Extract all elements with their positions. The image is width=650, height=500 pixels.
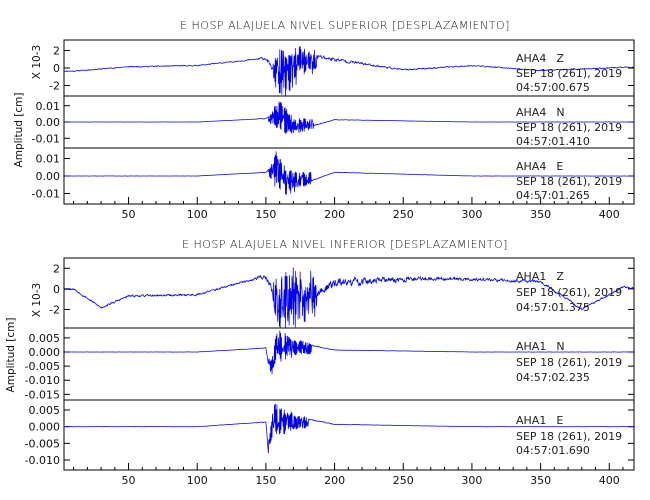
y-tick-label: 0.000 <box>29 421 61 434</box>
waveform-line <box>63 403 634 454</box>
x-tick-label: 100 <box>187 208 208 221</box>
x-tick-label: 400 <box>599 474 620 487</box>
top-panel-title: E HOSP ALAJUELA NIVEL SUPERIOR [DESPLAZA… <box>180 19 510 32</box>
time-label: 04:57:01.690 <box>516 444 590 457</box>
y-tick-label: 2 <box>53 45 60 58</box>
panel-frame <box>63 399 635 471</box>
station-label: AHA1 E <box>516 414 563 427</box>
time-label: 04:57:01.265 <box>516 189 590 202</box>
y-tick-label: -0.005 <box>25 437 60 450</box>
date-label: SEP 18 (261), 2019 <box>516 67 622 80</box>
y-tick-label: 0.000 <box>29 346 61 359</box>
y-axis-ticks: 0.01 0.00 -0.01 <box>32 100 634 145</box>
y-tick-label: 0.01 <box>36 100 61 113</box>
x-tick-label: 150 <box>255 208 276 221</box>
y-tick-label: -0.01 <box>32 132 60 145</box>
station-code: AHA4 <box>516 106 546 119</box>
date-label: SEP 18 (261), 2019 <box>516 356 622 369</box>
date-label: SEP 18 (261), 2019 <box>516 286 622 299</box>
x-tick-label: 200 <box>324 208 345 221</box>
x-tick-label: 200 <box>324 474 345 487</box>
x-tick-label: 250 <box>393 208 414 221</box>
station-label: AHA4 Z <box>516 52 564 65</box>
y-tick-label: -2 <box>49 80 60 93</box>
date-label: SEP 18 (261), 2019 <box>516 175 622 188</box>
station-code: AHA4 <box>516 52 546 65</box>
trace-panel-aha1-z: 2 0 -2 AHA1 Z SEP 18 (261), 2019 04:57:01.3… <box>49 257 635 329</box>
x-tick-label: 400 <box>599 208 620 221</box>
x-tick-label: 300 <box>461 474 482 487</box>
component-code: Z <box>556 52 564 65</box>
date-label: SEP 18 (261), 2019 <box>516 430 622 443</box>
time-label: 04:57:02.235 <box>516 371 590 384</box>
y-tick-label: -0.010 <box>25 374 60 387</box>
y-tick-label: 0 <box>53 62 60 75</box>
waveform-line <box>63 45 635 97</box>
component-code: E <box>556 414 563 427</box>
y-tick-label: 2 <box>53 262 60 275</box>
y-tick-label: -2 <box>49 303 60 316</box>
top-x-axis: 50 100 150 200 250 300 350 400 <box>73 197 624 221</box>
x-tick-label: 350 <box>530 208 551 221</box>
station-code: AHA1 <box>516 414 546 427</box>
y-tick-label: -0.015 <box>25 388 60 401</box>
y-tick-label: -0.005 <box>25 360 60 373</box>
date-label: SEP 18 (261), 2019 <box>516 121 622 134</box>
time-label: 04:57:01.410 <box>516 135 590 148</box>
x-tick-label: 150 <box>255 474 276 487</box>
x-tick-label: 100 <box>187 474 208 487</box>
y-tick-label: -0.010 <box>25 454 60 467</box>
bottom-panel-title: E HOSP ALAJUELA NIVEL INFERIOR [DESPLAZA… <box>182 238 508 251</box>
station-label: AHA1 N <box>516 340 565 353</box>
waveform-line <box>63 330 635 375</box>
trace-panel-aha4-z: 2 0 -2 AHA4 Z SEP 18 (261), 2019 04:57:00.6… <box>49 39 635 97</box>
waveform-line <box>63 267 635 329</box>
x-tick-label: 300 <box>461 208 482 221</box>
y-tick-label: 0.00 <box>36 170 61 183</box>
waveform-line <box>64 101 635 134</box>
time-label: 04:57:01.375 <box>516 301 590 314</box>
component-code: N <box>556 340 564 353</box>
x-tick-label: 50 <box>122 208 136 221</box>
y-tick-label: 0.01 <box>36 153 61 166</box>
component-code: Z <box>556 270 564 283</box>
component-code: E <box>556 160 563 173</box>
station-label: AHA1 Z <box>516 270 564 283</box>
bottom-x-axis: 50 100 150 200 250 300 350 400 <box>73 463 624 487</box>
top-ylabel-scale: X 10-3 <box>31 45 43 79</box>
bottom-ylabel-units: Amplitud [cm] <box>5 318 17 393</box>
y-tick-label: 0.005 <box>29 332 61 345</box>
top-ylabel-units: Amplitud [cm] <box>13 93 25 168</box>
station-label: AHA4 N <box>516 106 565 119</box>
time-label: 04:57:00.675 <box>516 81 590 94</box>
y-axis-ticks: 2 0 -2 <box>49 45 634 93</box>
waveform-line <box>63 151 635 195</box>
trace-panel-aha4-e: 0.01 0.00 -0.01 AHA4 E SEP 18 (261), 2019 0… <box>32 147 635 205</box>
y-tick-label: 0 <box>53 283 60 296</box>
x-tick-label: 350 <box>530 474 551 487</box>
y-tick-label: 0.00 <box>36 116 61 129</box>
x-tick-label: 50 <box>122 474 136 487</box>
trace-panel-aha4-n: 0.01 0.00 -0.01 AHA4 N SEP 18 (261), 2019 0… <box>32 95 635 149</box>
y-tick-label: -0.01 <box>32 188 60 201</box>
station-code: AHA1 <box>516 270 546 283</box>
y-tick-label: 0.005 <box>29 404 61 417</box>
component-code: N <box>556 106 564 119</box>
station-code: AHA1 <box>516 340 546 353</box>
top-ylabel: Amplitud [cm] X 10-3 <box>13 45 43 168</box>
station-label: AHA4 E <box>516 160 563 173</box>
bottom-ylabel: Amplitud [cm] X 10-3 <box>5 283 43 393</box>
x-tick-label: 250 <box>393 474 414 487</box>
y-axis-ticks: 0.01 0.00 -0.01 <box>32 153 634 201</box>
bottom-ylabel-scale: X 10-3 <box>31 283 43 317</box>
trace-panel-aha1-e: 0.005 0.000 -0.005 -0.010 AHA1 E SEP 18 (261… <box>25 399 635 471</box>
station-code: AHA4 <box>516 160 546 173</box>
